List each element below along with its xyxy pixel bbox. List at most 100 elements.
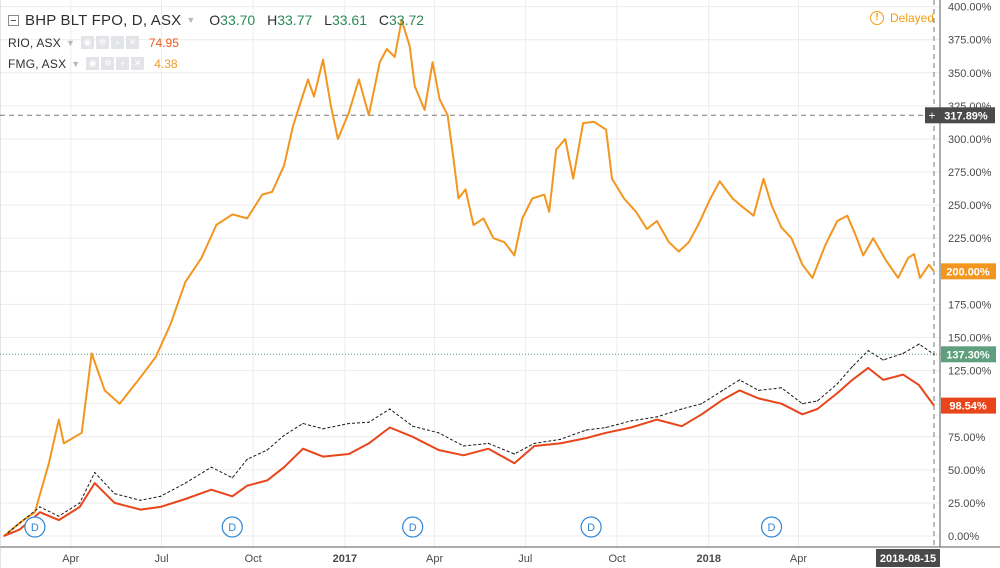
eye-icon[interactable]: ◉: [80, 36, 94, 49]
data-point: [593, 121, 595, 123]
date-cursor-badge: [876, 549, 940, 567]
data-point: [114, 493, 116, 495]
data-point: [543, 193, 545, 196]
data-point: [368, 421, 370, 423]
data-point: [816, 408, 818, 410]
data-point: [513, 453, 515, 455]
data-point: [58, 515, 60, 517]
data-point: [389, 426, 391, 429]
dividend-marker[interactable]: [221, 516, 243, 538]
warning-icon: !: [870, 11, 884, 25]
dividend-marker[interactable]: [24, 516, 46, 538]
delayed-status[interactable]: ! Delayed: [870, 11, 934, 25]
data-point: [292, 125, 294, 127]
data-point: [79, 502, 81, 504]
data-point: [752, 215, 755, 217]
data-point: [732, 197, 734, 200]
data-point: [119, 403, 121, 405]
data-point: [882, 359, 884, 361]
data-point: [313, 96, 315, 98]
series-line[interactable]: [3, 343, 935, 537]
data-point: [184, 482, 187, 484]
data-point: [918, 343, 920, 345]
close-icon[interactable]: ✕: [125, 36, 139, 49]
data-point: [472, 224, 475, 226]
y-tick-label: 175.00%: [948, 299, 992, 311]
dividend-marker[interactable]: [580, 516, 602, 538]
data-point: [464, 188, 467, 190]
data-point: [94, 482, 96, 484]
data-point: [919, 277, 921, 279]
dividend-label: D: [587, 522, 595, 534]
ohlc-values: O33.70 H33.77 L33.61 C33.72: [209, 12, 432, 28]
data-point: [743, 207, 745, 209]
data-point: [368, 114, 370, 116]
chevron-down-icon[interactable]: ▼: [65, 37, 75, 48]
data-point: [412, 425, 414, 427]
y-tick-label: 275.00%: [948, 167, 992, 179]
y-tick-label: 0.00%: [948, 531, 979, 543]
data-point: [681, 408, 683, 410]
data-point: [302, 448, 304, 450]
data-point: [482, 217, 485, 219]
data-point: [39, 506, 41, 508]
data-point: [533, 445, 535, 447]
collapse-icon[interactable]: [8, 14, 19, 26]
data-point: [531, 197, 533, 200]
data-point: [19, 528, 21, 531]
data-point: [656, 416, 658, 418]
data-point: [368, 442, 370, 444]
data-point: [521, 217, 523, 219]
data-point: [322, 428, 324, 430]
x-tick-label: 2017: [333, 553, 357, 565]
data-point: [58, 418, 60, 421]
plus-icon[interactable]: +: [110, 36, 124, 49]
plus-icon[interactable]: +: [116, 57, 130, 70]
dividend-marker[interactable]: [760, 516, 783, 538]
eye-icon[interactable]: ◉: [86, 57, 100, 70]
chevron-down-icon[interactable]: ▼: [186, 15, 196, 25]
data-point: [902, 373, 904, 376]
data-point: [34, 511, 36, 513]
data-point: [770, 204, 773, 206]
data-point: [824, 244, 826, 246]
data-point: [159, 506, 162, 508]
series-line[interactable]: [3, 366, 935, 537]
data-point: [283, 466, 285, 468]
data-point: [63, 442, 65, 444]
legend-rio-row: RIO, ASX ▼ ◉ ✲ + ✕ 74.95: [8, 32, 432, 53]
data-point: [780, 387, 783, 389]
main-symbol[interactable]: BHP BLT FPO, D, ASX: [25, 11, 182, 29]
series-line[interactable]: [3, 18, 935, 537]
y-tick-label: 125.00%: [948, 366, 992, 378]
data-point: [585, 429, 587, 431]
y-tick-label: 250.00%: [948, 200, 992, 212]
data-point: [487, 442, 490, 444]
data-point: [261, 193, 263, 196]
data-point: [231, 213, 233, 216]
gear-icon[interactable]: ✲: [95, 36, 109, 49]
date-cursor-label: 2018-08-15: [880, 553, 936, 565]
dividend-marker[interactable]: [402, 516, 424, 538]
data-point: [836, 220, 838, 222]
fmg-symbol[interactable]: FMG, ASX: [8, 56, 67, 71]
gear-icon[interactable]: ✲: [101, 57, 115, 70]
close-icon[interactable]: ✕: [131, 57, 145, 70]
chevron-down-icon[interactable]: ▼: [71, 58, 81, 69]
data-point: [210, 489, 212, 491]
plus-icon: +: [928, 108, 935, 122]
rio-symbol[interactable]: RIO, ASX: [8, 35, 61, 50]
data-point: [585, 437, 587, 439]
last-value-label: 200.00%: [946, 266, 990, 278]
data-point: [437, 432, 440, 434]
data-point: [246, 217, 248, 219]
data-point: [513, 254, 515, 257]
data-point: [414, 85, 416, 87]
crosshair-badge: [925, 107, 995, 124]
data-point: [79, 506, 81, 508]
data-point: [139, 499, 142, 501]
data-point: [757, 389, 760, 392]
data-point: [437, 449, 440, 451]
